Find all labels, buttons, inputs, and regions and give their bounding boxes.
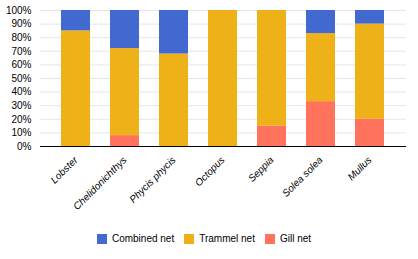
svg-text:Mullus: Mullus	[345, 154, 373, 182]
svg-text:70%: 70%	[11, 46, 31, 57]
svg-text:80%: 80%	[11, 32, 31, 43]
svg-text:Chelidonichthys: Chelidonichthys	[71, 154, 129, 212]
svg-text:90%: 90%	[11, 18, 31, 29]
html-text:Gill net: Gill net	[280, 233, 312, 244]
svg-text:20%: 20%	[11, 114, 31, 125]
html-text:Combined net: Combined net	[111, 233, 175, 244]
svg-text:Lobster: Lobster	[48, 154, 80, 186]
svg-text:50%: 50%	[11, 73, 31, 84]
svg-text:40%: 40%	[11, 86, 31, 97]
svg-text:60%: 60%	[11, 59, 31, 70]
svg-text:Seppia: Seppia	[246, 154, 276, 184]
svg-text:0%: 0%	[17, 141, 32, 152]
svg-text:Solea solea: Solea solea	[280, 154, 325, 199]
svg-text:10%: 10%	[11, 127, 31, 138]
svg-text:30%: 30%	[11, 100, 31, 111]
svg-text:Octopus: Octopus	[193, 154, 227, 188]
svg-text:Phycis phycis: Phycis phycis	[127, 154, 178, 205]
svg-text:100%: 100%	[6, 5, 32, 16]
html-text:Trammel net: Trammel net	[199, 233, 255, 244]
